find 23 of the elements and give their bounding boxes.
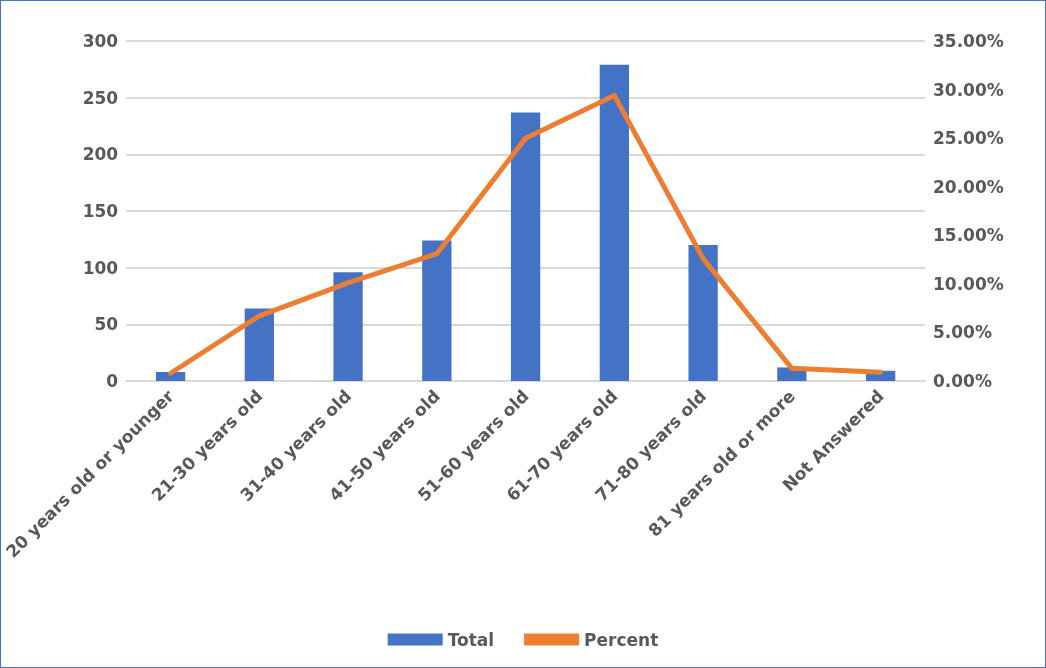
- y-tick-label: 0: [106, 371, 119, 391]
- y-tick-label: 250: [82, 87, 119, 108]
- legend-label: Percent: [584, 629, 659, 650]
- y-tick-label: 200: [82, 144, 119, 165]
- y2-tick-label: 15.00%: [933, 225, 1004, 246]
- legend-label: Total: [447, 629, 495, 650]
- y2-tick-label: 25.00%: [933, 128, 1004, 149]
- y2-tick-label: 20.00%: [933, 176, 1004, 197]
- bar: [422, 240, 452, 381]
- y2-tick-label: 35.00%: [933, 31, 1004, 51]
- y-tick-label: 150: [82, 201, 119, 221]
- bar: [599, 64, 629, 381]
- bar: [244, 308, 274, 381]
- bar: [333, 272, 363, 381]
- y2-tick-label: 30.00%: [933, 79, 1004, 100]
- bar: [510, 112, 541, 381]
- y-tick-label: 100: [82, 257, 119, 278]
- y-tick-label: 50: [94, 314, 119, 335]
- y-tick-label: 300: [82, 31, 119, 51]
- y2-tick-label: 10.00%: [933, 273, 1004, 294]
- bar: [688, 245, 718, 381]
- y2-tick-label: 5.00%: [933, 322, 992, 343]
- y2-tick-label: 0.00%: [933, 371, 992, 391]
